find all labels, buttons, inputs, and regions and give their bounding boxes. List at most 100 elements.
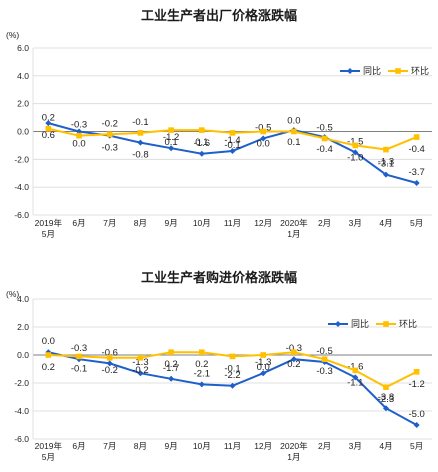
data-label: 0.2 — [195, 359, 208, 370]
data-label: -0.1 — [71, 363, 87, 374]
y-tick-label: -6.0 — [14, 210, 29, 220]
x-tick-label: 3月 — [349, 218, 362, 228]
data-label: -0.3 — [102, 143, 118, 154]
data-point — [291, 128, 297, 135]
data-point — [413, 179, 420, 186]
data-label: 0.1 — [165, 137, 178, 148]
data-label: 0.1 — [195, 137, 208, 148]
y-tick-label: -2.0 — [14, 154, 29, 164]
chart-title: 工业生产者出厂价格涨跌幅 — [141, 8, 297, 23]
y-tick-label: 2.0 — [17, 99, 29, 109]
y-tick-label: 2.0 — [17, 322, 29, 332]
x-tick-label: 2月 — [318, 218, 331, 228]
data-point — [321, 135, 328, 142]
x-tick-label: 9月 — [164, 441, 177, 451]
data-label: -1.3 — [255, 357, 271, 368]
data-point — [229, 147, 236, 154]
data-point — [137, 370, 144, 377]
x-tick-label: 3月 — [349, 441, 362, 451]
x-tick-label: 2019年 5月 — [35, 441, 63, 462]
data-point — [137, 130, 144, 136]
data-label: -1.6 — [347, 361, 363, 372]
data-point — [382, 171, 389, 178]
data-point — [229, 353, 236, 360]
chart-2: 工业生产者购进价格涨跌幅 (%)4.0 2.0 0.0 -2.0 -4.0 -6.0 2019… — [6, 270, 432, 462]
data-label: 0.0 — [287, 116, 300, 127]
data-label: -1.0 — [347, 152, 363, 163]
data-label: 0.0 — [257, 139, 270, 150]
data-point — [45, 352, 52, 358]
data-label: -0.1 — [224, 363, 240, 374]
y-tick-label: 0.0 — [17, 127, 29, 137]
x-tick-label: 12月 — [254, 218, 272, 228]
data-point — [352, 367, 359, 374]
data-label: -0.5 — [316, 346, 332, 357]
x-tick-label: 4月 — [379, 218, 392, 228]
data-label: -0.6 — [102, 347, 118, 358]
data-point — [383, 384, 389, 390]
data-point — [352, 374, 359, 381]
data-point — [383, 146, 389, 153]
data-label: -0.3 — [286, 343, 302, 354]
x-tick-label: 9月 — [164, 218, 177, 228]
y-tick-label: 0.0 — [17, 350, 29, 360]
y-axis-unit: (%) — [6, 30, 19, 40]
x-tick-label: 7月 — [103, 441, 116, 451]
legend-label: 环比 — [411, 65, 429, 76]
legend-label: 环比 — [399, 318, 417, 329]
y-tick-label: -4.0 — [14, 182, 29, 192]
x-tick-label: 2020年 1月 — [280, 441, 308, 462]
y-tick-label: 6.0 — [17, 43, 29, 53]
y-tick-label: -2.0 — [14, 378, 29, 388]
data-point — [413, 369, 420, 375]
data-label: -2.2 — [224, 370, 240, 381]
x-tick-label: 6月 — [72, 441, 85, 451]
legend-marker — [347, 68, 353, 74]
data-label: -3.1 — [378, 159, 394, 170]
x-tick-label: 2月 — [318, 441, 331, 451]
legend-label: 同比 — [351, 318, 369, 329]
data-point — [137, 355, 144, 361]
data-point — [260, 128, 266, 135]
data-label: 0.2 — [42, 113, 55, 124]
data-label: 0.2 — [165, 359, 178, 370]
data-point — [106, 131, 113, 138]
x-tick-label: 7月 — [103, 218, 116, 228]
data-point — [168, 375, 175, 382]
data-label: 0.2 — [42, 362, 55, 373]
legend-marker — [383, 321, 389, 327]
data-label: 0.2 — [287, 359, 300, 370]
data-point — [229, 130, 236, 136]
data-label: -0.2 — [102, 365, 118, 376]
data-label: -0.2 — [132, 365, 148, 376]
legend-marker — [395, 68, 401, 74]
data-point — [321, 356, 328, 362]
data-label: -1.2 — [408, 379, 424, 390]
data-label: -5.0 — [408, 409, 424, 420]
y-tick-label: -4.0 — [14, 406, 29, 416]
x-tick-label: 8月 — [134, 441, 147, 451]
data-point — [290, 356, 297, 363]
data-point — [291, 349, 297, 355]
data-point — [106, 360, 113, 367]
data-label: 0.0 — [72, 139, 85, 150]
data-label: -1.5 — [347, 136, 363, 147]
data-point — [76, 353, 82, 360]
x-tick-label: 2020年 1月 — [280, 218, 308, 239]
data-point — [413, 422, 420, 428]
data-point — [352, 142, 359, 149]
data-label: -0.2 — [102, 118, 118, 129]
data-point — [382, 405, 389, 412]
data-label: -1.3 — [378, 157, 394, 168]
data-label: -3.7 — [408, 167, 424, 178]
chart-title: 工业生产者购进价格涨跌幅 — [141, 270, 297, 285]
data-label: -0.5 — [255, 122, 271, 133]
data-point — [199, 127, 205, 133]
y-tick-label: 4.0 — [17, 294, 29, 304]
data-point — [199, 349, 205, 355]
data-label: -0.8 — [132, 150, 148, 161]
x-tick-label: 8月 — [134, 218, 147, 228]
chart-1: 工业生产者出厂价格涨跌幅 (%) 6.0 4.0 2.0 0.0 -2.0 -4.0 -6.0 2… — [6, 8, 432, 239]
y-tick-label: 4.0 — [17, 71, 29, 81]
